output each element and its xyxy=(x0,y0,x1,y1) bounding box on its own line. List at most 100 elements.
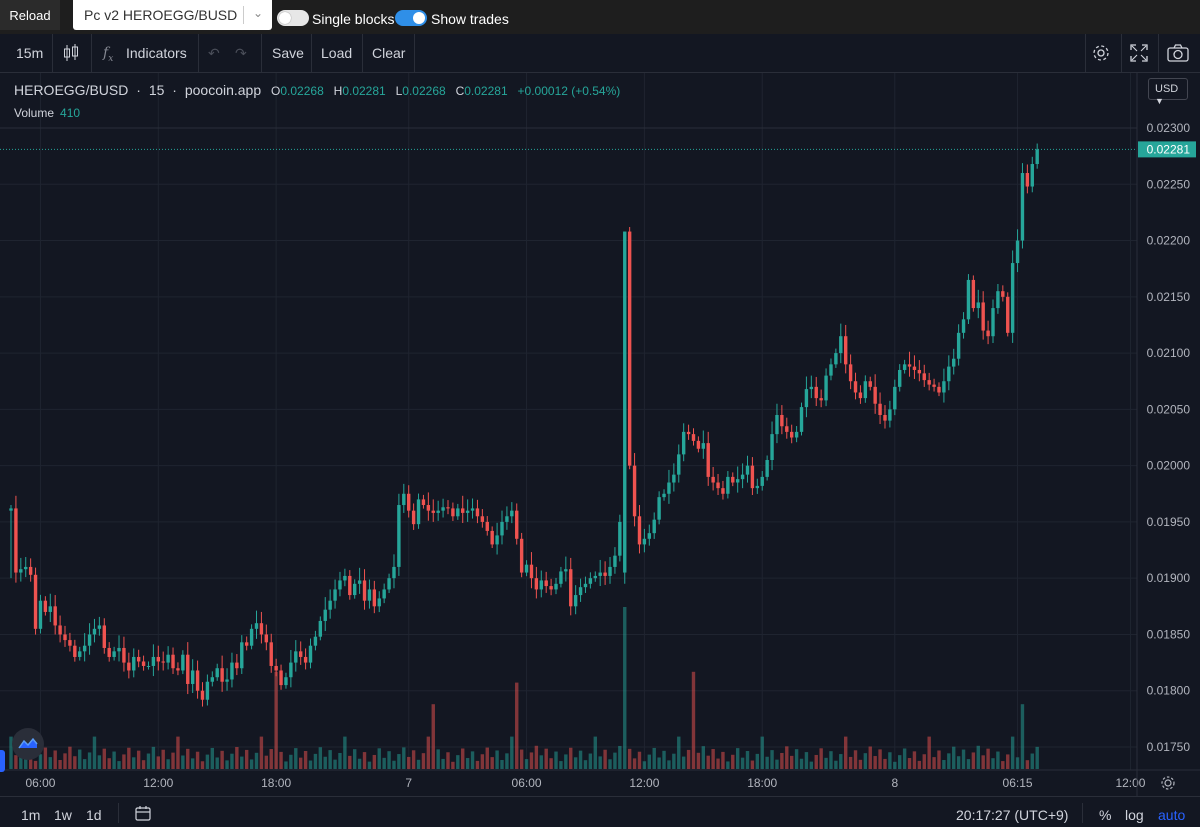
volume-bar xyxy=(348,755,352,769)
candle-body xyxy=(377,598,381,607)
candle xyxy=(672,463,676,492)
candle-body xyxy=(367,589,372,601)
volume-label: Volume xyxy=(14,106,55,120)
percent-scale-button[interactable]: % xyxy=(1099,807,1112,823)
save-button[interactable]: Save xyxy=(272,45,304,61)
candle xyxy=(19,557,23,582)
candle xyxy=(819,389,823,408)
volume-bar xyxy=(706,755,710,769)
panel-handle[interactable] xyxy=(0,750,5,772)
candle-body xyxy=(43,600,48,612)
candle xyxy=(244,636,249,651)
candle-body xyxy=(632,465,637,517)
volume-bar xyxy=(308,760,313,769)
auto-scale-button[interactable]: auto xyxy=(1158,807,1186,823)
candle-body xyxy=(1006,296,1010,333)
volume-bar xyxy=(161,749,165,769)
candle xyxy=(362,569,367,610)
volume-bar xyxy=(765,756,769,769)
candle-body xyxy=(269,642,273,666)
interval-button[interactable]: 15m xyxy=(16,45,44,61)
candle xyxy=(333,579,337,609)
volume-bar xyxy=(274,671,278,769)
volume-bar xyxy=(755,753,760,769)
axes: 0.02300 0.02250 0.02200 0.02150 0.02100 0.020… xyxy=(0,73,1200,796)
volume-bar xyxy=(421,753,426,769)
volume-bar xyxy=(996,751,1000,769)
candle-body xyxy=(68,640,72,646)
volume-bar xyxy=(254,752,259,769)
candle xyxy=(151,644,156,677)
candle-body xyxy=(63,634,67,641)
undo-icon[interactable]: ↶ xyxy=(208,45,220,61)
indicators-button[interactable]: Indicators xyxy=(126,45,187,61)
toggle-knob xyxy=(279,12,291,24)
candle xyxy=(578,578,583,602)
volume-bar xyxy=(362,752,367,769)
candle-body xyxy=(917,369,922,374)
volume-bar xyxy=(942,760,946,769)
volume-bar xyxy=(485,747,489,769)
load-button[interactable]: Load xyxy=(321,45,353,61)
candle xyxy=(961,312,966,339)
volume-bar xyxy=(652,747,656,769)
price-chart[interactable]: 0.02300 0.02250 0.02200 0.02150 0.02100 0.020… xyxy=(0,73,1200,796)
tradingview-logo-icon[interactable] xyxy=(12,728,44,760)
candle-body xyxy=(318,620,323,637)
fullscreen-icon[interactable] xyxy=(1130,44,1148,62)
single-blocks-toggle[interactable] xyxy=(277,10,309,26)
volume-bar xyxy=(740,757,745,769)
redo-icon[interactable]: ↷ xyxy=(235,45,247,61)
volume-bar xyxy=(392,760,396,769)
candle xyxy=(127,652,131,679)
legend-close-value: 0.02281 xyxy=(464,84,508,98)
candle-body xyxy=(515,510,519,539)
candle-type-icon[interactable] xyxy=(62,43,80,63)
gear-icon[interactable] xyxy=(1091,43,1111,63)
candle-body xyxy=(146,665,151,667)
candle xyxy=(917,360,922,382)
calendar-icon[interactable] xyxy=(135,805,151,821)
volume-bar xyxy=(490,757,494,769)
clear-button[interactable]: Clear xyxy=(372,45,406,61)
volume-bar xyxy=(372,754,377,769)
clock-readout[interactable]: 20:17:27 (UTC+9) xyxy=(956,807,1069,823)
volume-bar xyxy=(927,736,931,769)
candle xyxy=(642,528,647,553)
candle-body xyxy=(495,535,499,545)
range-1d-button[interactable]: 1d xyxy=(86,807,102,823)
candle xyxy=(82,633,87,662)
volume-bar xyxy=(259,736,264,769)
pair-select[interactable]: Pc v2 HEROEGG/BUSD ⌄ xyxy=(73,0,272,30)
volume-bar xyxy=(731,754,735,769)
time-tick-label: 12:00 xyxy=(629,776,659,790)
currency-select[interactable]: USD ▼ xyxy=(1148,78,1188,106)
candle-body xyxy=(220,668,224,682)
show-trades-toggle[interactable] xyxy=(395,10,427,26)
candle-body xyxy=(613,555,617,567)
candle xyxy=(627,227,632,470)
volume-bar xyxy=(505,753,509,769)
volume-bar xyxy=(672,753,676,769)
candle-body xyxy=(593,575,597,579)
candle xyxy=(426,492,431,521)
candle xyxy=(68,632,72,652)
volume-bar xyxy=(848,756,853,769)
reload-button[interactable]: Reload xyxy=(0,0,60,30)
volume-bar xyxy=(711,749,715,769)
candle xyxy=(470,498,475,519)
candle-body xyxy=(156,656,160,662)
volume-bar xyxy=(318,747,323,769)
range-1w-button[interactable]: 1w xyxy=(54,807,72,823)
candle-body xyxy=(510,510,514,517)
volume-bar xyxy=(554,751,558,769)
candle-body xyxy=(814,386,818,399)
candle xyxy=(505,506,509,530)
camera-icon[interactable] xyxy=(1167,44,1189,62)
volume-bar xyxy=(726,761,730,769)
log-scale-button[interactable]: log xyxy=(1125,807,1144,823)
candle xyxy=(446,500,450,515)
volume-bar xyxy=(608,759,612,769)
candle xyxy=(338,571,342,597)
range-1m-button[interactable]: 1m xyxy=(21,807,41,823)
